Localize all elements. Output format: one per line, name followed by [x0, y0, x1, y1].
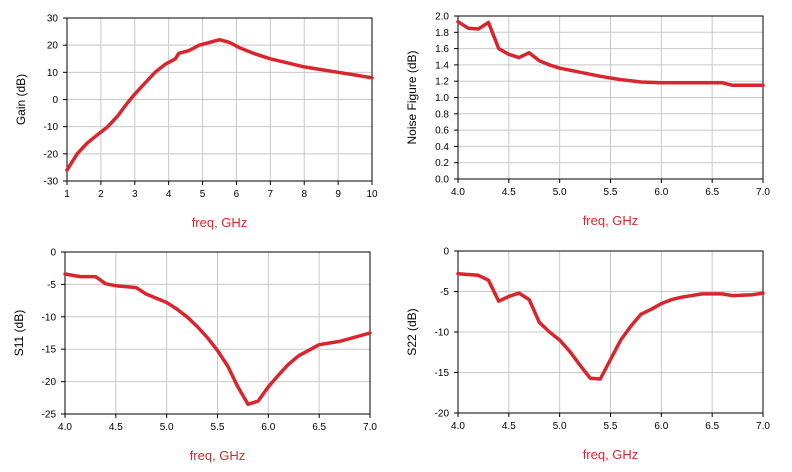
gain-y-tick-label: 30: [47, 14, 59, 25]
noise-figure-y-tick-label: 1.8: [435, 28, 449, 39]
s22-y-tick-label: -5: [440, 287, 449, 298]
gain-y-tick-label: 0: [52, 95, 58, 106]
s22-x-tick-label: 5.5: [604, 421, 618, 432]
noise-figure-x-tick-label: 6.5: [705, 187, 719, 198]
gain-x-tick-label: 2: [98, 189, 104, 200]
s11-x-axis-label: freq, GHz: [190, 448, 246, 463]
s22-x-axis-label: freq, GHz: [583, 447, 639, 462]
s22-x-tick-label: 4.0: [451, 421, 465, 432]
noise-figure-y-tick-label: 0.6: [435, 126, 449, 137]
noise-figure-y-axis-label: Noise Figure (dB): [405, 50, 419, 144]
gain-y-tick-label: 10: [47, 68, 59, 79]
s11-y-tick-label: -5: [47, 280, 56, 291]
s22-y-tick-label: -10: [435, 328, 450, 339]
gain-x-tick-label: 10: [366, 189, 378, 200]
s22-y-tick-label: -15: [435, 368, 450, 379]
s11-y-tick-label: 0: [50, 248, 56, 259]
noise-figure-y-tick-label: 1.6: [435, 44, 449, 55]
s11-x-tick-label: 4.5: [109, 422, 123, 433]
noise-figure-series-line: [456, 19, 765, 88]
gain-x-tick-label: 8: [301, 189, 307, 200]
s22-x-tick-label: 6.0: [654, 421, 668, 432]
s22-x-tick-label: 6.5: [705, 421, 719, 432]
gain-y-axis-label: Gain (dB): [14, 74, 28, 125]
s11-x-tick-label: 5.5: [211, 422, 225, 433]
s22-y-tick-label: -20: [435, 409, 450, 420]
noise-figure-y-tick-label: 2.0: [435, 12, 449, 23]
s11-x-tick-label: 4.0: [58, 422, 72, 433]
noise-figure-y-tick-label: 0.2: [435, 158, 449, 169]
s22-x-tick-label: 4.5: [502, 421, 516, 432]
s11-y-tick-label: -20: [42, 377, 57, 388]
s11-y-tick-label: -10: [42, 312, 57, 323]
s22-series-line: [456, 271, 765, 381]
s22-y-axis-label: S22 (dB): [405, 308, 419, 355]
gain-y-tick-label: -30: [44, 177, 59, 188]
gain-y-tick-label: -10: [44, 122, 59, 133]
s11-x-tick-label: 6.0: [261, 422, 275, 433]
s11-x-tick-label: 7.0: [363, 422, 377, 433]
gain-x-tick-label: 7: [268, 189, 274, 200]
noise-figure-y-tick-label: 0.8: [435, 109, 449, 120]
s11-x-tick-label: 5.0: [160, 422, 174, 433]
noise-figure-y-tick-label: 1.4: [435, 60, 449, 71]
s11-y-tick-label: -15: [42, 345, 57, 356]
s22-x-tick-label: 7.0: [756, 421, 770, 432]
noise-figure-x-tick-label: 6.0: [654, 187, 668, 198]
s11-series-line: [63, 272, 372, 407]
gain-x-axis-label: freq, GHz: [192, 215, 248, 230]
noise-figure-x-tick-label: 4.5: [502, 187, 516, 198]
gain-x-tick-label: 4: [166, 189, 172, 200]
s11-x-tick-label: 6.5: [312, 422, 326, 433]
gain-y-tick-label: -20: [44, 149, 59, 160]
gain-x-tick-label: 5: [200, 189, 206, 200]
noise-figure-y-tick-label: 1.0: [435, 93, 449, 104]
gain-y-tick-label: 20: [47, 41, 59, 52]
gain-series-line: [65, 37, 374, 172]
gain-chart: 1 2 3 4 5 6 7 8 9 10 -30 -20 -10 0 10 20 30 freq, GHz Gain…: [14, 14, 378, 231]
s11-y-axis-label: S11 (dB): [12, 310, 26, 356]
noise-figure-y-tick-label: 1.2: [435, 77, 449, 88]
noise-figure-y-tick-label: 0.4: [435, 142, 449, 153]
noise-figure-chart: 4.0 4.5 5.0 5.5 6.0 6.5 7.0 0.0 0.2 0.4 0.6 0.8 1.0 1…: [405, 12, 770, 229]
s11-y-tick-label: -25: [42, 410, 57, 421]
gain-x-tick-label: 1: [64, 189, 70, 200]
gain-x-tick-label: 9: [335, 189, 341, 200]
noise-figure-x-tick-label: 4.0: [451, 187, 465, 198]
s22-x-tick-label: 5.0: [553, 421, 567, 432]
noise-figure-y-tick-label: 0.0: [435, 175, 449, 186]
s22-chart: 4.0 4.5 5.0 5.5 6.0 6.5 7.0 -20 -15 -10 -5 0 freq, G…: [405, 247, 770, 463]
noise-figure-x-tick-label: 5.5: [604, 187, 618, 198]
gain-x-tick-label: 3: [132, 189, 138, 200]
noise-figure-x-tick-label: 7.0: [756, 187, 770, 198]
s11-chart: 4.0 4.5 5.0 5.5 6.0 6.5 7.0 -25 -20 -15 -10 -5 0 freq…: [12, 248, 377, 464]
s22-y-tick-label: 0: [443, 247, 449, 258]
noise-figure-x-tick-label: 5.0: [553, 187, 567, 198]
noise-figure-x-axis-label: freq, GHz: [583, 213, 639, 228]
gain-x-tick-label: 6: [234, 189, 240, 200]
